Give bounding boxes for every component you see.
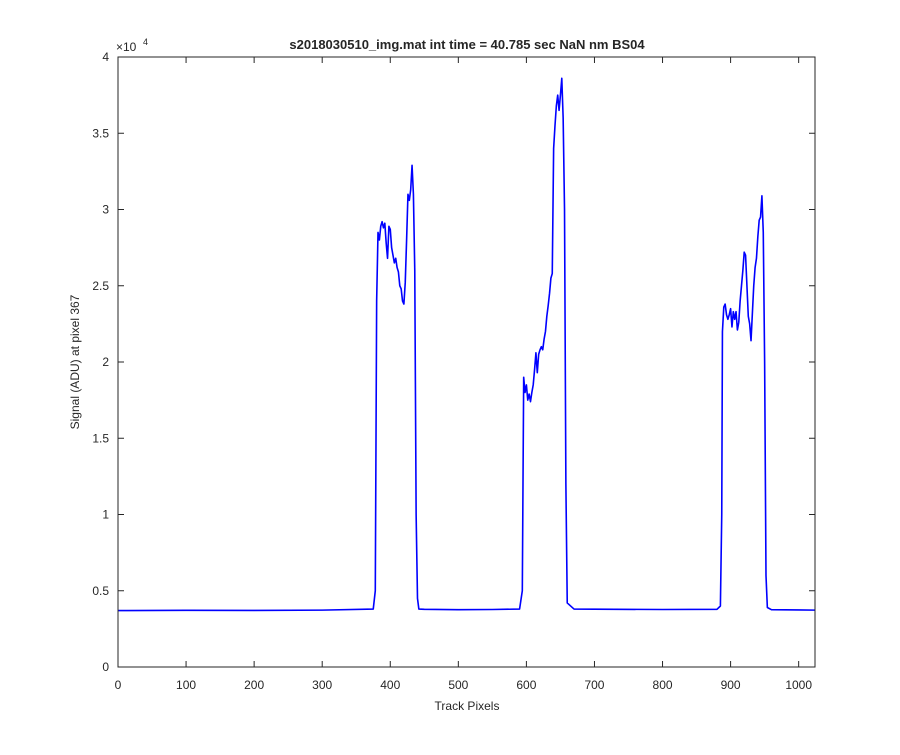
y-tick-label: 0.5 — [92, 584, 109, 598]
x-axis-label: Track Pixels — [435, 699, 500, 713]
y-tick-label: 0 — [102, 660, 109, 674]
x-tick-label: 700 — [584, 678, 604, 692]
y-tick-label: 1 — [102, 508, 109, 522]
x-tick-label: 600 — [516, 678, 536, 692]
y-tick-label: 1.5 — [92, 431, 109, 445]
x-tick-label: 800 — [653, 678, 673, 692]
y-tick-label: 3 — [102, 203, 109, 217]
x-tick-label: 100 — [176, 678, 196, 692]
x-tick-label: 0 — [115, 678, 122, 692]
x-tick-label: 400 — [380, 678, 400, 692]
series-line-0 — [117, 77, 816, 612]
y-tick-label: 4 — [102, 50, 109, 64]
x-tick-label: 1000 — [785, 678, 812, 692]
tick-layer: 0 100 200 300 400 500 600 700 800 900 1000 0 0.5 1 1.5… — [92, 50, 815, 692]
y-tick-label: 2 — [102, 355, 109, 369]
plot-area — [118, 57, 815, 667]
x-tick-label: 300 — [312, 678, 332, 692]
axes-box — [117, 56, 816, 668]
chart-title: s2018030510_img.mat int time = 40.785 se… — [289, 37, 645, 52]
y-exponent-base: ×10 — [116, 40, 137, 54]
y-axis-label: Signal (ADU) at pixel 367 — [68, 294, 82, 429]
x-tick-label: 200 — [244, 678, 264, 692]
x-tick-label: 900 — [721, 678, 741, 692]
y-tick-label: 2.5 — [92, 279, 109, 293]
y-exponent-power: 4 — [143, 37, 148, 47]
y-tick-label: 3.5 — [92, 126, 109, 140]
series-layer — [117, 77, 816, 612]
x-tick-label: 500 — [448, 678, 468, 692]
